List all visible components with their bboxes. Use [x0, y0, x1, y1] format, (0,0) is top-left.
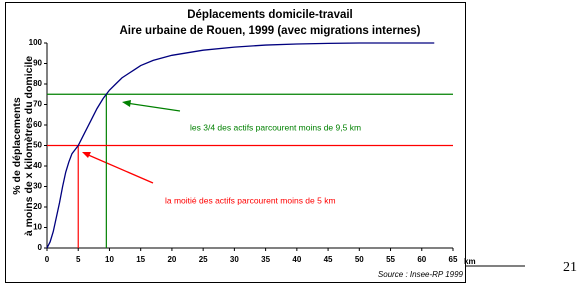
annotation-arrowhead — [82, 152, 91, 158]
y-tick-label: 10 — [33, 223, 42, 232]
source: Source : Insee-RP 1999 — [378, 270, 464, 279]
chart-subtitle: Aire urbaine de Rouen, 1999 (avec migrat… — [119, 25, 420, 37]
chart-title: Déplacements domicile-travail — [187, 9, 353, 21]
y-tick-label: 20 — [33, 202, 42, 211]
x-axis-label: km — [464, 257, 476, 266]
chart-frame — [5, 2, 466, 283]
x-tick-label: 25 — [199, 255, 208, 264]
x-tick-label: 50 — [355, 255, 364, 264]
x-tick-label: 65 — [449, 255, 458, 264]
y-tick-label: 50 — [33, 141, 42, 150]
y-axis-label: % de déplacements — [11, 97, 23, 195]
annotation-arrowhead — [122, 100, 131, 107]
annotation-arrow — [85, 153, 154, 184]
y-tick-label: 60 — [33, 120, 42, 129]
y-tick-label: 100 — [29, 38, 43, 47]
x-tick-label: 55 — [386, 255, 395, 264]
annotation: la moitié des actifs parcourent moins de… — [165, 195, 336, 205]
y-tick-label: 40 — [33, 161, 42, 170]
x-tick-label: 60 — [417, 255, 426, 264]
x-tick-label: 30 — [230, 255, 239, 264]
y-tick-label: 90 — [33, 59, 42, 68]
x-tick-label: 20 — [167, 255, 176, 264]
annotation-arrow — [125, 102, 181, 112]
x-tick-label: 5 — [76, 255, 81, 264]
annotation: les 3/4 des actifs parcourent moins de 9… — [190, 122, 361, 132]
y-tick-label: 0 — [38, 243, 43, 252]
y-tick-label: 30 — [33, 182, 42, 191]
page-number: 21 — [563, 260, 577, 275]
x-tick-label: 0 — [45, 255, 50, 264]
x-tick-label: 40 — [292, 255, 301, 264]
x-tick-label: 35 — [261, 255, 270, 264]
x-tick-label: 45 — [324, 255, 333, 264]
y-tick-label: 80 — [33, 79, 42, 88]
x-tick-label: 10 — [105, 255, 114, 264]
y-tick-label: 70 — [33, 100, 42, 109]
data-line — [46, 42, 435, 249]
y-axis-label: à moins de x kilomètres du domicile — [23, 56, 35, 236]
x-tick-label: 15 — [136, 255, 145, 264]
